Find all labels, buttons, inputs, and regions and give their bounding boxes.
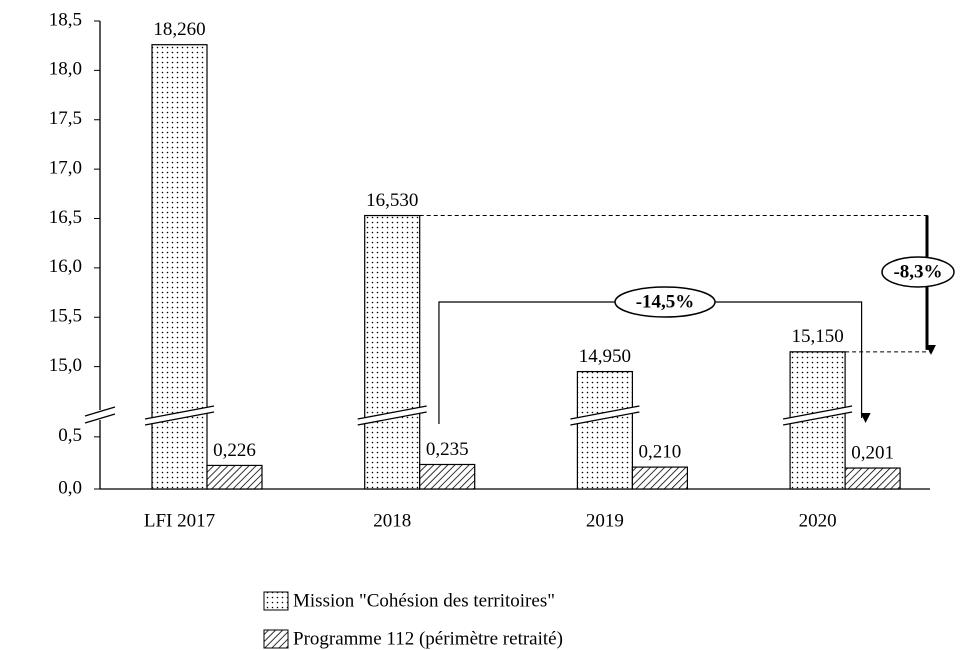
bar-break [782, 405, 853, 420]
bar [206, 464, 263, 490]
axis-break [84, 413, 116, 424]
legend-swatch [263, 591, 289, 611]
bar-break [782, 411, 853, 426]
bar-break [144, 405, 215, 420]
y-tick-label: 17,5 [49, 108, 82, 129]
value-label: 14,950 [579, 346, 631, 367]
annotation-bubble [614, 286, 716, 318]
bar [631, 466, 689, 490]
axis-break-gap [96, 410, 104, 420]
y-tick-label: 18,5 [49, 9, 82, 30]
bar-break [570, 411, 640, 426]
bar [364, 214, 421, 490]
y-tick-label: 17,0 [49, 157, 82, 178]
legend-label: Mission "Cohésion des territoires" [293, 590, 555, 611]
legend-swatch [263, 629, 289, 649]
legend-label: Programme 112 (périmètre retraité) [293, 628, 563, 649]
bar-break-gap [783, 406, 853, 425]
bar-break-gap [145, 406, 214, 425]
bar [576, 370, 634, 490]
x-tick-label: 2019 [586, 510, 624, 531]
y-tick-label: 16,5 [49, 207, 82, 228]
y-tick-label: 15,0 [49, 355, 82, 376]
bar-break [357, 405, 427, 420]
x-tick-label: LFI 2017 [144, 510, 215, 531]
value-label: 0,210 [639, 441, 682, 462]
y-tick-label: 0,0 [58, 477, 82, 498]
y-tick-label: 18,0 [49, 59, 82, 80]
annotation-bubble [881, 256, 955, 288]
bar-break-gap [570, 406, 640, 425]
value-label: 18,260 [153, 19, 205, 40]
bar-break-gap [357, 406, 427, 425]
bar [419, 463, 476, 490]
x-tick-label: 2020 [799, 510, 837, 531]
annotation: -14,5% [636, 291, 695, 312]
bar-break [570, 405, 640, 420]
value-label: 16,530 [366, 190, 418, 211]
y-tick-label: 16,0 [49, 256, 82, 277]
x-tick-label: 2018 [373, 510, 411, 531]
y-tick-label: 0,5 [58, 425, 82, 446]
annotation: -8,3% [893, 261, 942, 282]
y-tick-label: 15,5 [49, 306, 82, 327]
bar-break [144, 411, 215, 426]
value-label: 0,201 [851, 442, 894, 463]
value-label: 0,235 [426, 439, 469, 460]
value-label: 0,226 [213, 440, 256, 461]
bar-break [357, 411, 427, 426]
axis-break [84, 406, 116, 417]
bar [844, 467, 901, 490]
value-label: 15,150 [791, 326, 843, 347]
